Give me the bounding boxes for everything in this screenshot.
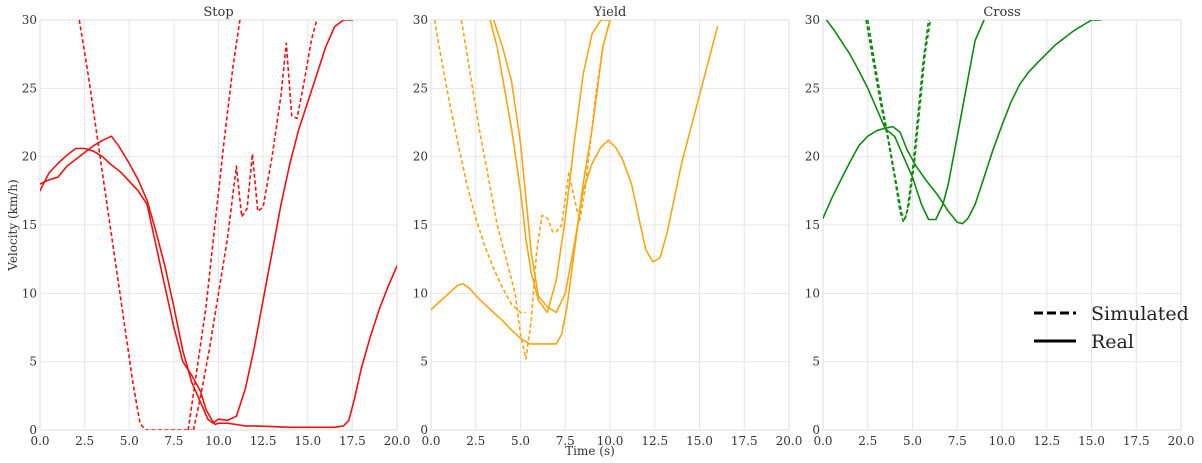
x-tick-label: 12.5: [250, 434, 277, 448]
simulated-series-line: [187, 20, 241, 430]
y-tick-label: 0: [29, 423, 37, 437]
panel-title: Cross: [983, 5, 1020, 20]
legend: Simulated Real: [1034, 303, 1189, 353]
x-tick-label: 17.5: [339, 434, 366, 448]
simulated-series-line: [460, 20, 611, 360]
real-series-line: [825, 20, 985, 221]
x-tick-label: 2.5: [858, 434, 877, 448]
x-tick-label: 12.5: [641, 434, 668, 448]
panel-frame: [822, 19, 1182, 431]
series-group: [823, 20, 1102, 225]
x-tick-label: 20.0: [1168, 434, 1195, 448]
panels-group: 0.0 2.5 5.0 7.5 10.0 12.5 15.0 17.5 20.0 0 5 10 15 20…: [22, 5, 1195, 448]
y-tick-label: 10: [413, 286, 428, 300]
y-tick-label: 15: [413, 218, 428, 232]
simulated-series-line: [192, 20, 318, 430]
y-tick-label: 20: [805, 150, 820, 164]
y-tick-label: 30: [413, 13, 428, 27]
panel-title: Yield: [593, 5, 627, 20]
x-tick-label: 10.0: [205, 434, 232, 448]
x-tick-label: 2.5: [466, 434, 485, 448]
real-series-line: [40, 147, 397, 429]
y-tick-label: 25: [805, 81, 820, 95]
x-tick-label: 15.0: [294, 434, 321, 448]
y-tick-label: 5: [29, 355, 37, 369]
x-tick-label: 5.0: [120, 434, 139, 448]
legend-label: Real: [1091, 331, 1134, 353]
real-series-line: [431, 20, 611, 345]
x-tick-label: 12.5: [1033, 434, 1060, 448]
x-tick-label: 15.0: [686, 434, 713, 448]
y-tick-label: 0: [812, 423, 820, 437]
legend-label: Simulated: [1091, 303, 1189, 325]
x-tick-label: 17.5: [731, 434, 758, 448]
x-tick-label: 5.0: [903, 434, 922, 448]
simulated-series-line: [78, 20, 192, 430]
x-tick-label: 0.0: [813, 434, 832, 448]
y-tick-label: 10: [805, 286, 820, 300]
y-tick-label: 15: [805, 218, 820, 232]
y-tick-label: 30: [22, 13, 37, 27]
x-axis-title: Time (s): [565, 444, 615, 458]
y-tick-label: 10: [22, 286, 37, 300]
y-tick-label: 30: [805, 13, 820, 27]
series-group: [431, 20, 719, 360]
panel-0: 0.0 2.5 5.0 7.5 10.0 12.5 15.0 17.5 20.0 0 5 10 15 20…: [22, 5, 411, 448]
x-tick-label: 10.0: [989, 434, 1016, 448]
y-tick-label: 5: [812, 355, 820, 369]
x-tick-label: 7.5: [948, 434, 967, 448]
simulated-series-line: [867, 20, 932, 219]
y-axis-title: Velocity (km/h): [6, 179, 20, 272]
real-series-line: [492, 20, 719, 314]
real-series-line: [823, 20, 1102, 225]
real-series-line: [40, 20, 354, 424]
panel-1: 0.0 2.5 5.0 7.5 10.0 12.5 15.0 17.5 20.0 0 5 10 15 20…: [413, 5, 803, 448]
panel-title: Stop: [203, 5, 233, 20]
y-tick-label: 25: [22, 81, 37, 95]
x-tick-label: 5.0: [511, 434, 530, 448]
x-tick-label: 7.5: [164, 434, 183, 448]
series-group: [40, 20, 397, 430]
y-tick-label: 25: [413, 81, 428, 95]
y-tick-label: 20: [22, 150, 37, 164]
x-tick-label: 2.5: [75, 434, 94, 448]
y-tick-label: 20: [413, 150, 428, 164]
x-tick-label: 20.0: [776, 434, 803, 448]
x-tick-label: 0.0: [421, 434, 440, 448]
real-series-line: [489, 20, 611, 314]
x-tick-label: 17.5: [1123, 434, 1150, 448]
panel-2: 0.0 2.5 5.0 7.5 10.0 12.5 15.0 17.5 20.0 0 5 10 15 20…: [805, 5, 1195, 448]
x-tick-label: 20.0: [384, 434, 411, 448]
x-tick-label: 7.5: [556, 434, 575, 448]
y-tick-label: 5: [420, 355, 428, 369]
y-tick-label: 0: [420, 423, 428, 437]
y-tick-label: 15: [22, 218, 37, 232]
x-tick-label: 0.0: [30, 434, 49, 448]
panel-frame: [39, 19, 398, 431]
x-tick-label: 15.0: [1078, 434, 1105, 448]
simulated-series-line: [433, 20, 526, 314]
x-tick-label: 10.0: [597, 434, 624, 448]
